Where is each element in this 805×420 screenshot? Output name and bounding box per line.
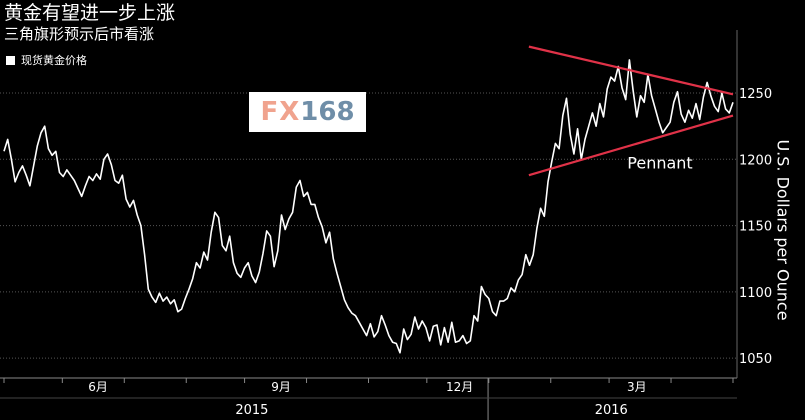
y-tick-label: 1150 (739, 220, 772, 235)
legend-label: 现货黄金价格 (21, 54, 87, 67)
legend: 现货黄金价格 (6, 52, 87, 68)
y-tick-label: 1200 (739, 153, 772, 168)
y-tick-label: 1050 (739, 352, 772, 367)
chart-title: 黄金有望进一步上涨 (4, 2, 176, 24)
y-tick-label: 1250 (739, 87, 772, 102)
y-tick-label: 1100 (739, 286, 772, 301)
year-label: 2016 (595, 403, 628, 418)
watermark-num: 168 (300, 97, 355, 127)
year-label: 2015 (235, 403, 268, 418)
pennant-annotation: Pennant (627, 154, 692, 173)
gold-price-line (3, 59, 734, 354)
pennant-lower-line (528, 114, 734, 177)
legend-swatch (6, 55, 15, 65)
x-tick-label: 3月 (627, 380, 647, 394)
y-axis-label: U.S. Dollars per Ounce (773, 139, 793, 321)
x-tick-label: 6月 (88, 380, 108, 394)
fx168-watermark-logo: FX 168 (249, 92, 366, 132)
x-tick-label: 9月 (271, 380, 291, 394)
x-tick-label: 12月 (446, 380, 473, 394)
y-axis-label-box: U.S. Dollars per Ounce (768, 70, 798, 390)
pennant-upper-line (528, 45, 734, 96)
chart-subtitle: 三角旗形预示后市看涨 (4, 25, 155, 43)
watermark-fx: FX (260, 97, 301, 127)
